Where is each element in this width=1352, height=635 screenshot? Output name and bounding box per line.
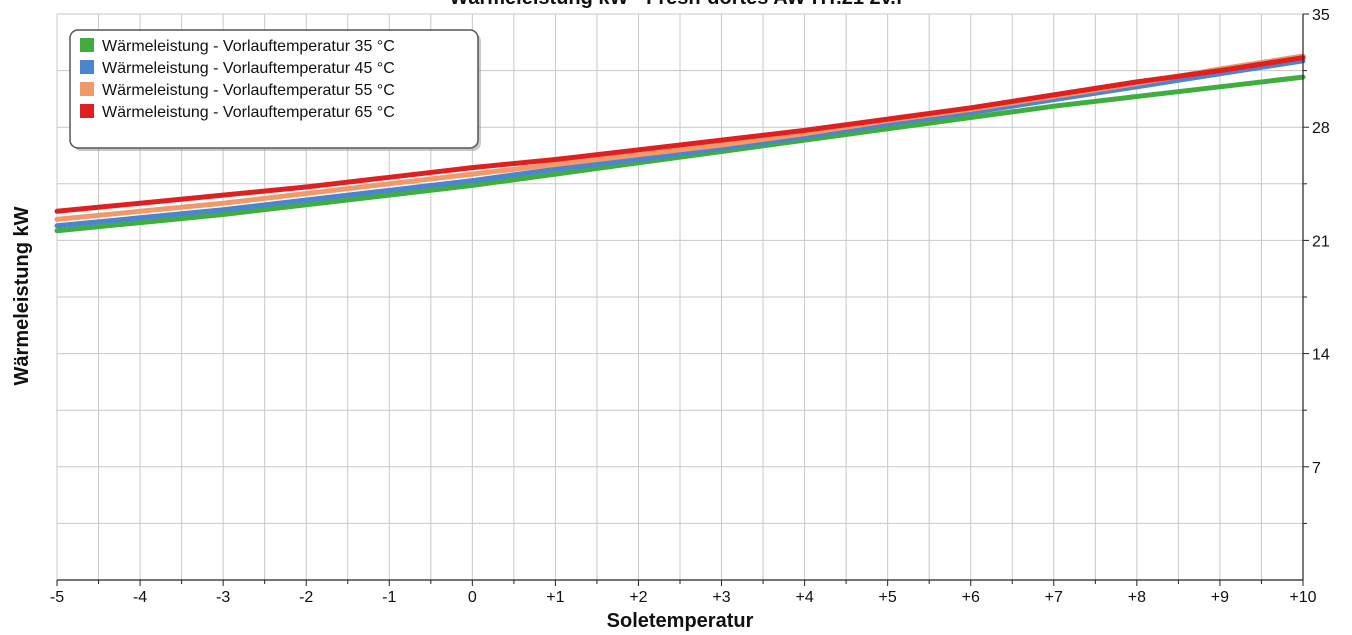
x-tick-label: +2 [629,589,647,606]
chart-title: Wärmeleistung kW - Fresh-dortes AW-HT.21… [449,0,902,9]
legend-box [69,29,479,149]
x-tick-label: +1 [546,589,564,606]
x-tick-label: +10 [1289,589,1316,606]
y-axis-title: Wärmeleistung kW [11,206,33,385]
x-tick-label: -3 [216,589,230,606]
legend-swatch [80,82,94,96]
y-tick-label: 14 [1312,347,1330,364]
x-tick-label: -1 [382,589,396,606]
series-lines [54,53,1306,234]
series-line-4 [54,55,1306,214]
x-tick-label: +9 [1211,589,1229,606]
x-tick-label: 0 [468,589,477,606]
legend: Wärmeleistung - Vorlauftemperatur 35 °C W… [69,29,481,151]
series-line-1 [54,74,1306,234]
legend-swatch [80,38,94,52]
x-tick-label: +6 [962,589,980,606]
legend-entry: Wärmeleistung - Vorlauftemperatur 35 °C [102,38,395,55]
x-tick-label: +3 [712,589,730,606]
legend-entry: Wärmeleistung - Vorlauftemperatur 65 °C [102,104,395,121]
legend-swatch [80,60,94,74]
y-tick-label: 35 [1312,7,1330,24]
x-tick-label: -5 [50,589,64,606]
y-tick-label: 28 [1312,120,1330,137]
legend-swatch [80,104,94,118]
x-tick-label: +4 [795,589,813,606]
x-tick-label: -4 [133,589,147,606]
x-tick-label: -2 [299,589,313,606]
x-tick-label: +8 [1128,589,1146,606]
y-tick-label: 21 [1312,233,1330,250]
x-tick-label: +5 [879,589,897,606]
x-tick-label: +7 [1045,589,1063,606]
series-line-2 [54,58,1306,229]
x-axis-title: Soletemperatur [607,610,754,632]
y-tick-label: 7 [1312,460,1321,477]
legend-entry: Wärmeleistung - Vorlauftemperatur 45 °C [102,60,395,77]
axes: -5 -4 -3 -2 -1 0 +1 +2 +3 +4 +5 +6 +7 +8 +9 +10 7 14 21 28 3… [50,7,1330,606]
legend-entry: Wärmeleistung - Vorlauftemperatur 55 °C [102,82,395,99]
